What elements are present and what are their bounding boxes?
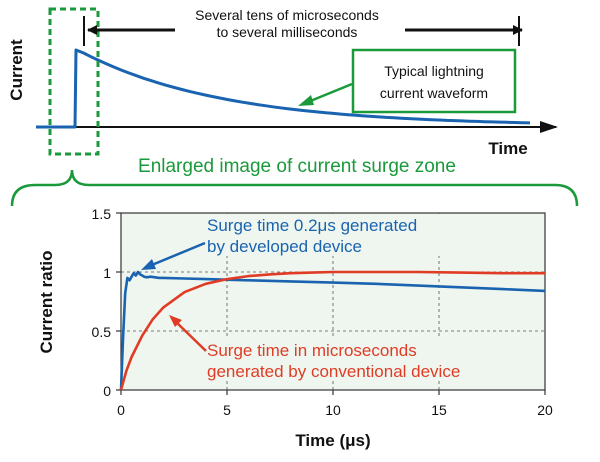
- top-ylabel: Current: [7, 39, 26, 101]
- conventional-device-series-line: [119, 270, 545, 391]
- red-pointer-arrow: [173, 319, 207, 352]
- red-pointer-arrowhead: [169, 315, 182, 327]
- chart-xlabel: Time (μs): [295, 431, 370, 450]
- developed-device-series-line: [119, 270, 546, 391]
- red-series-label-line2: generated by conventional device: [207, 362, 460, 381]
- duration-label-line2: to several milliseconds: [217, 24, 358, 40]
- red-series-label-line1: Surge time in microseconds: [207, 341, 417, 360]
- waveform-label-line2: current waveform: [380, 85, 488, 101]
- blue-pointer-arrow: [146, 241, 206, 269]
- top-waveform-diagram: Current Time Several tens of microsecond…: [7, 6, 558, 158]
- lightning-waveform-curve: [36, 48, 531, 129]
- duration-label-bg: [175, 6, 405, 42]
- surge-chart: 0 5 10 15 20 0 0.5 1 1.5 Time (μs) Current ratio…: [37, 206, 553, 450]
- blue-series-label-line1: Surge time 0.2μs generated: [207, 216, 417, 235]
- x-tick-label: 15: [431, 402, 447, 418]
- x-tick-label: 10: [325, 402, 341, 418]
- top-xlabel: Time: [488, 139, 527, 158]
- y-tick-label: 0: [103, 383, 111, 399]
- waveform-label-box: [351, 48, 517, 114]
- duration-label-line1: Several tens of microseconds: [195, 7, 379, 23]
- waveform-label-line1: Typical lightning: [384, 63, 484, 79]
- enlarged-zone-label: Enlarged image of current surge zone: [138, 156, 456, 177]
- blue-series-label-line2: by developed device: [207, 237, 362, 256]
- y-tick-label: 0.5: [92, 324, 112, 340]
- x-tick-label: 0: [117, 402, 125, 418]
- red-label-bg: [203, 339, 538, 381]
- top-time-axis-arrowhead: [540, 121, 558, 133]
- waveform-pointer-arrowhead: [298, 95, 314, 106]
- blue-pointer-arrowhead: [141, 259, 156, 270]
- blue-label-bg: [203, 214, 481, 256]
- x-tick-label: 5: [223, 402, 231, 418]
- y-tick-label: 1.5: [92, 206, 112, 222]
- enlargement-brace: [10, 169, 579, 207]
- chart-ylabel: Current ratio: [37, 251, 56, 354]
- surge-zone-box: [48, 7, 100, 156]
- y-tick-label: 1: [103, 265, 111, 281]
- ticks: 0 5 10 15 20 0 0.5 1 1.5: [92, 206, 553, 418]
- series: [119, 270, 546, 391]
- x-tick-label: 20: [537, 402, 553, 418]
